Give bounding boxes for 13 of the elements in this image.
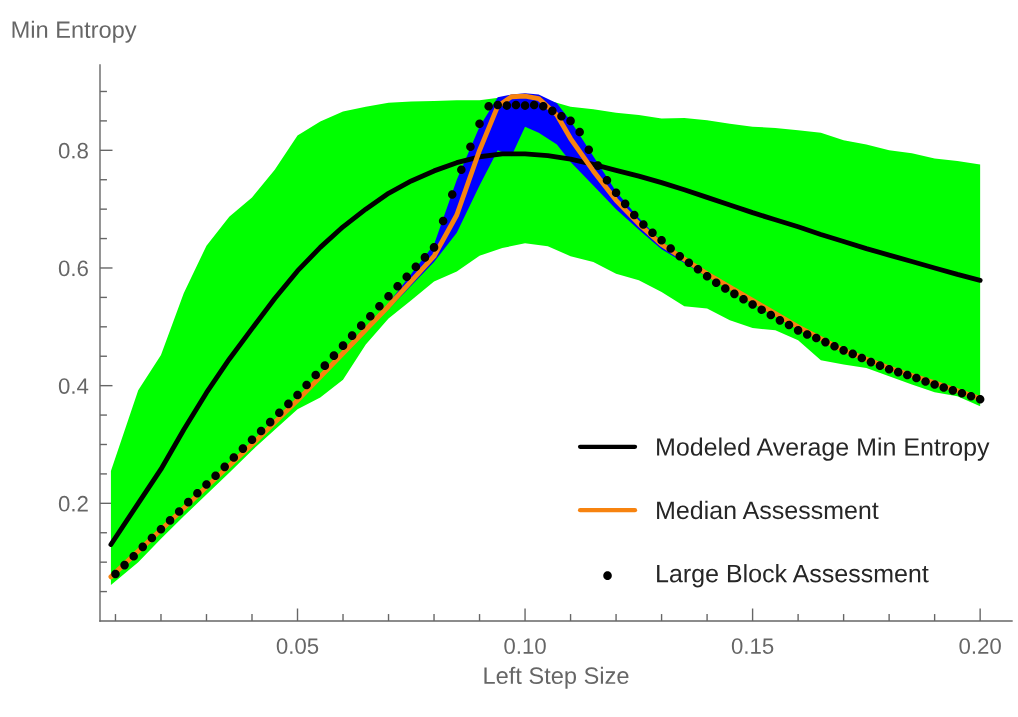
legend-label: Large Block Assessment — [657, 564, 929, 588]
x-tick-label: 0.10 — [504, 638, 546, 654]
y-tick-label: 0.2 — [58, 495, 88, 512]
y-tick-label: 0.6 — [58, 260, 88, 277]
x-tick-label: 0.15 — [731, 638, 774, 654]
x-axis-title: Left Step Size — [484, 666, 629, 689]
x-tick-label: 0.05 — [276, 638, 319, 654]
y-tick-label: 0.4 — [58, 378, 89, 394]
x-tick-label: 0.20 — [959, 638, 1001, 654]
legend-label: Median Assessment — [657, 500, 879, 520]
legend-label: Modeled Average Min Entropy — [657, 437, 990, 461]
y-axis-title: Min Entropy — [12, 20, 137, 43]
y-tick-label: 0.8 — [58, 142, 88, 159]
